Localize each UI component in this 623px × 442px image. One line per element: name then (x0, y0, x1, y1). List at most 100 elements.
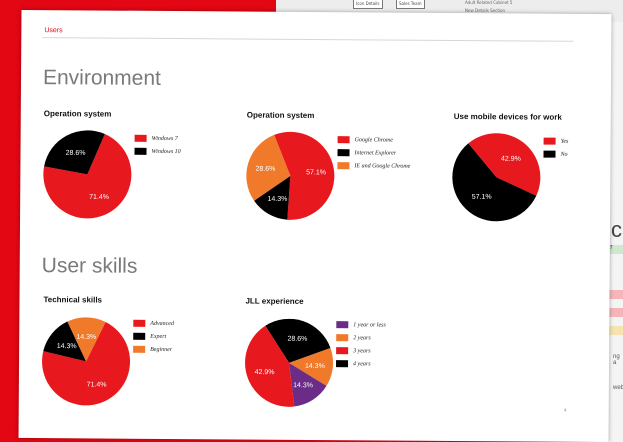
legend-item-ie-and-google-chrome: IE and Google Chrome (337, 162, 410, 176)
legend-item-internet-explorer: Internet Explorer (337, 149, 410, 163)
background-row-3 (607, 326, 623, 335)
pie-chart-jll-experience: 28.6% 14.3% 14.3% 42.9% (244, 318, 335, 409)
pie-slice-google-chrome (274, 131, 335, 220)
legend-item-2-years: 2 years (336, 334, 386, 347)
legend-label: Windows 7 (151, 135, 178, 143)
pie-slice-yes (468, 133, 541, 196)
presentation-slide: Users Environment User skills Operation … (18, 9, 612, 442)
pie-data-label-ie-and-google-chrome: 28.6% (256, 166, 276, 173)
pie-data-label-1-year-or-less: 14.3% (293, 382, 313, 389)
background-select-1[interactable]: Icon Details (353, 0, 383, 9)
pie-slice-ie-and-google-chrome (246, 134, 291, 201)
legend-technical-skills: Advanced Expert Beginner (133, 319, 174, 359)
background-fragment-2: webs (613, 385, 623, 391)
pie-svg-operation-system-1: 71.4% 28.6% (43, 130, 132, 219)
legend-item-4-years: 4 years (336, 360, 386, 373)
legend-mobile-devices: Yes No (543, 137, 569, 164)
slide-header: Users (44, 27, 63, 35)
legend-label: IE and Google Chrome (354, 163, 411, 170)
pie-chart-technical-skills: 71.4% 14.3% 14.3% (41, 316, 132, 407)
pie-data-label-yes: 42.9% (501, 156, 521, 163)
legend-label: 2 years (353, 335, 371, 342)
pie-slice-advanced (42, 321, 131, 406)
legend-item-no: No (543, 150, 568, 164)
pie-slice-3-years (245, 325, 295, 407)
legend-operation-system-1: Windows 7 Windows 10 (134, 134, 181, 161)
pie-chart-operation-system-1: 71.4% 28.6% (42, 129, 133, 220)
legend-label: No (560, 151, 568, 158)
pie-data-label-3-years: 42.9% (255, 369, 275, 376)
pie-slice-2-years (289, 347, 334, 386)
legend-label: Advanced (150, 320, 174, 328)
pie-slice-beginner (67, 317, 106, 362)
section-title-user-skills: User skills (41, 254, 138, 278)
legend-item-1-year-or-less: 1 year or less (336, 321, 386, 334)
legend-swatch (337, 149, 350, 157)
pie-chart-mobile-devices: 42.9% 57.1% (451, 132, 542, 223)
pie-slice-windows-10 (44, 130, 105, 175)
pie-data-label-windows-7: 71.4% (89, 194, 109, 201)
pie-slice-windows-7 (43, 134, 132, 219)
chart-title-operation-system-1: Operation system (43, 109, 112, 119)
legend-swatch (336, 347, 349, 355)
legend-item-beginner: Beginner (133, 345, 174, 359)
pie-slice-1-year-or-less (289, 362, 327, 407)
legend-label: Internet Explorer (354, 150, 397, 157)
chart-title-technical-skills: Technical skills (43, 295, 103, 305)
legend-operation-system-2: Google Chrome Internet Explorer IE and Goo… (337, 136, 410, 176)
legend-swatch (337, 136, 350, 144)
header-divider (42, 37, 574, 42)
background-list-line-2: New Details Section (465, 8, 505, 13)
legend-label: Expert (150, 333, 167, 340)
legend-swatch (134, 134, 147, 142)
pie-svg-mobile-devices: 42.9% 57.1% (452, 133, 541, 222)
legend-item-expert: Expert (133, 332, 174, 346)
legend-swatch (336, 321, 349, 329)
legend-swatch (337, 162, 350, 170)
pie-data-label-2-years: 14.3% (305, 363, 325, 370)
legend-item-advanced: Advanced (133, 319, 174, 333)
legend-label: 4 years (353, 361, 371, 368)
legend-label: Windows 10 (151, 148, 181, 156)
pie-slice-4-years (265, 318, 331, 363)
pie-data-label-google-chrome: 57.1% (306, 169, 326, 176)
pie-data-label-advanced: 71.4% (87, 381, 107, 388)
legend-label: Google Chrome (354, 137, 393, 144)
pie-data-label-4-years: 28.6% (287, 336, 307, 343)
background-row-2 (607, 308, 623, 317)
chart-title-jll-experience: JLL experience (245, 296, 304, 306)
legend-swatch (133, 332, 146, 340)
legend-item-3-years: 3 years (336, 347, 386, 360)
legend-item-windows-7: Windows 7 (134, 134, 181, 148)
chart-title-mobile-devices: Use mobile devices for work (453, 111, 562, 122)
background-list-line-1: Adult Related Cabinet 5 (465, 0, 513, 5)
pie-slice-expert (43, 321, 87, 362)
pie-svg-operation-system-2: 57.1% 14.3% 28.6% (246, 131, 335, 220)
legend-item-windows-10: Windows 10 (134, 147, 181, 161)
pie-data-label-internet-explorer: 14.3% (268, 196, 288, 203)
pie-data-label-windows-10: 28.6% (66, 150, 86, 157)
legend-item-yes: Yes (543, 137, 569, 151)
pie-svg-jll-experience: 28.6% 14.3% 14.3% 42.9% (245, 318, 334, 407)
legend-swatch (543, 137, 556, 145)
pie-slice-internet-explorer (254, 175, 291, 220)
legend-swatch (133, 345, 146, 353)
background-row-1 (607, 290, 623, 299)
legend-label: Beginner (150, 346, 173, 354)
legend-label: Yes (560, 138, 569, 145)
background-partial-heading: ca (611, 217, 623, 242)
background-select-2[interactable]: Sales Team (396, 0, 425, 9)
legend-swatch (336, 360, 349, 368)
legend-item-google-chrome: Google Chrome (337, 136, 411, 150)
pie-slice-no (452, 143, 537, 222)
pie-data-label-expert: 14.3% (57, 343, 77, 350)
legend-label: 3 years (353, 348, 371, 355)
page-number: 4 (563, 407, 567, 414)
pie-svg-technical-skills: 71.4% 14.3% 14.3% (42, 317, 131, 406)
pie-chart-operation-system-2: 57.1% 14.3% 28.6% (245, 131, 336, 222)
legend-label: 1 year or less (353, 322, 386, 329)
background-fragment-1: ng a (613, 354, 620, 366)
chart-title-operation-system-2: Operation system (246, 110, 315, 120)
legend-swatch (134, 147, 147, 155)
section-title-environment: Environment (42, 66, 161, 90)
